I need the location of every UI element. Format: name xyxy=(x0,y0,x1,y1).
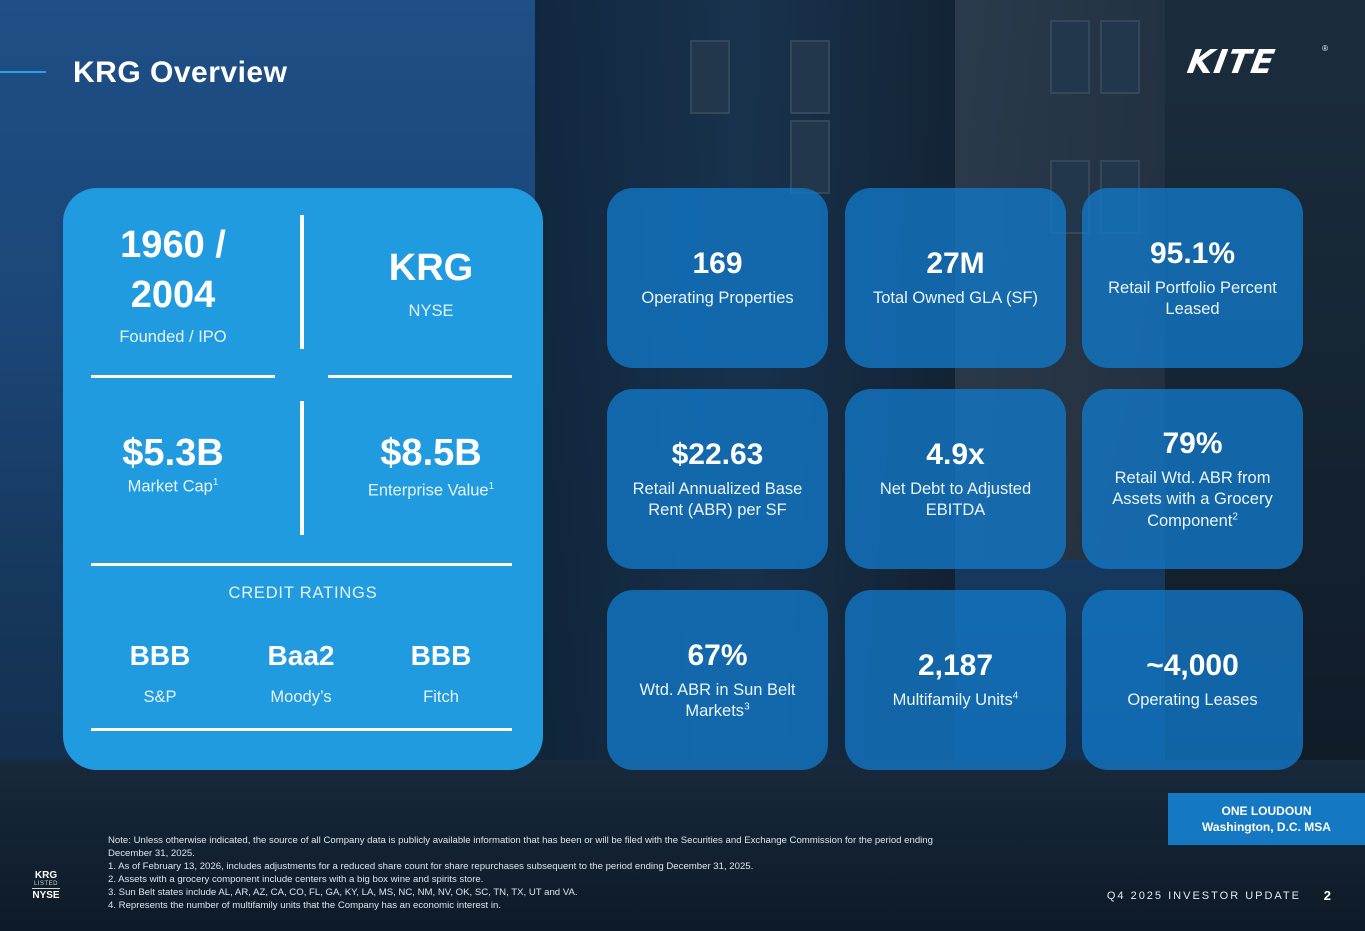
enterprise-value-label: Enterprise Value xyxy=(367,481,489,500)
metric-label: Retail Annualized Base Rent (ABR) per SF xyxy=(632,479,803,519)
metric-value: ~4,000 xyxy=(1146,649,1239,683)
metric-tile: 95.1% Retail Portfolio Percent Leased xyxy=(1082,188,1303,368)
metric-label: Wtd. ABR in Sun Belt Markets xyxy=(639,680,796,720)
metric-value: 4.9x xyxy=(926,437,985,471)
rating-agency: S&P xyxy=(143,688,177,706)
photo-location-caption: ONE LOUDOUN Washington, D.C. MSA xyxy=(1168,793,1365,845)
enterprise-value-stat: $8.5B Enterprise Value1 xyxy=(331,432,531,500)
rating-moodys: Baa2 Moody’s xyxy=(226,640,376,707)
metric-label: Operating Properties xyxy=(641,289,794,308)
title-accent-line xyxy=(0,71,46,73)
rating-sp: BBB S&P xyxy=(85,640,235,707)
rating-agency: Fitch xyxy=(423,688,459,706)
metric-tile: 27M Total Owned GLA (SF) xyxy=(845,188,1066,368)
logo-registered-mark: ® xyxy=(1322,44,1328,53)
listing-exchange: NYSE xyxy=(32,890,60,901)
footnote-item: 2. Assets with a grocery component inclu… xyxy=(108,873,484,885)
location-region: Washington, D.C. MSA xyxy=(1202,820,1331,834)
page-title: KRG Overview xyxy=(73,56,288,89)
divider xyxy=(91,728,512,731)
metric-label: Net Debt to Adjusted EBITDA xyxy=(879,479,1032,519)
overview-panel: 1960 / 2004 Founded / IPO KRG NYSE $5.3B… xyxy=(63,188,543,770)
divider xyxy=(328,375,512,378)
metric-label: Retail Wtd. ABR from Assets with a Groce… xyxy=(1112,469,1273,530)
ticker-label: NYSE xyxy=(408,301,454,320)
metric-tile: 169 Operating Properties xyxy=(607,188,828,368)
footnote-ref: 3 xyxy=(744,701,750,713)
metric-value: 67% xyxy=(687,638,748,672)
market-cap-stat: $5.3B Market Cap1 xyxy=(83,432,263,496)
ipo-year: 2004 xyxy=(130,274,216,317)
location-name: ONE LOUDOUN xyxy=(1221,803,1312,818)
ticker-stat: KRG NYSE xyxy=(331,243,531,321)
rating-value: BBB xyxy=(410,640,472,671)
founded-year: 1960 / xyxy=(120,224,226,266)
footnote-item: 1. As of February 13, 2026, includes adj… xyxy=(108,860,754,872)
rating-value: Baa2 xyxy=(267,640,335,671)
logo-wordmark: KITE xyxy=(1184,42,1279,81)
rating-fitch: BBB Fitch xyxy=(366,640,516,707)
divider xyxy=(91,375,275,378)
nyse-listing-badge: KRG LISTED NYSE xyxy=(32,870,60,901)
footnote-ref: 2 xyxy=(1232,511,1238,523)
footnote-ref: 1 xyxy=(488,480,495,492)
rating-value: BBB xyxy=(129,640,191,671)
kite-logo: KITE ® xyxy=(1185,42,1328,81)
metric-value: 2,187 xyxy=(917,649,994,683)
metric-tile: 67% Wtd. ABR in Sun Belt Markets3 xyxy=(607,590,828,770)
listing-ticker: KRG xyxy=(34,870,58,881)
metric-label: Multifamily Units xyxy=(892,691,1013,710)
metric-label: Total Owned GLA (SF) xyxy=(872,289,1039,308)
page-number: 2 xyxy=(1323,888,1331,903)
founded-label: Founded / IPO xyxy=(119,328,227,347)
footnote-item: 3. Sun Belt states include AL, AR, AZ, C… xyxy=(108,886,578,898)
credit-ratings-title: CREDIT RATINGS xyxy=(228,584,378,602)
divider xyxy=(300,401,304,535)
metric-value: 27M xyxy=(926,247,985,281)
divider xyxy=(91,563,512,566)
founded-stat: 1960 / 2004 Founded / IPO xyxy=(83,220,263,347)
divider xyxy=(300,215,304,349)
market-cap-value: $5.3B xyxy=(122,432,224,474)
metric-value: $22.63 xyxy=(671,437,764,471)
footnote-ref: 4 xyxy=(1012,690,1019,702)
metric-value: 169 xyxy=(692,247,743,281)
rating-agency: Moody’s xyxy=(270,688,332,706)
metric-tile: 4.9x Net Debt to Adjusted EBITDA xyxy=(845,389,1066,569)
metric-value: 79% xyxy=(1162,427,1223,461)
metric-tile: 79% Retail Wtd. ABR from Assets with a G… xyxy=(1082,389,1303,569)
metric-tile: $22.63 Retail Annualized Base Rent (ABR)… xyxy=(607,389,828,569)
footnote-ref: 1 xyxy=(212,476,219,488)
enterprise-value: $8.5B xyxy=(380,432,482,474)
note-intro: Note: Unless otherwise indicated, the so… xyxy=(108,835,933,859)
footer-label: Q4 2025 INVESTOR UPDATE xyxy=(1106,890,1301,902)
footnotes: Note: Unless otherwise indicated, the so… xyxy=(108,835,978,913)
listing-label: LISTED xyxy=(32,881,60,889)
metric-label: Retail Portfolio Percent Leased xyxy=(1108,278,1277,318)
footnote-item: 4. Represents the number of multifamily … xyxy=(108,899,502,911)
ticker-value: KRG xyxy=(388,247,474,289)
metric-tile: ~4,000 Operating Leases xyxy=(1082,590,1303,770)
metric-tile: 2,187 Multifamily Units4 xyxy=(845,590,1066,770)
market-cap-label: Market Cap xyxy=(127,477,213,496)
metric-value: 95.1% xyxy=(1149,236,1236,270)
metric-label: Operating Leases xyxy=(1127,691,1258,710)
